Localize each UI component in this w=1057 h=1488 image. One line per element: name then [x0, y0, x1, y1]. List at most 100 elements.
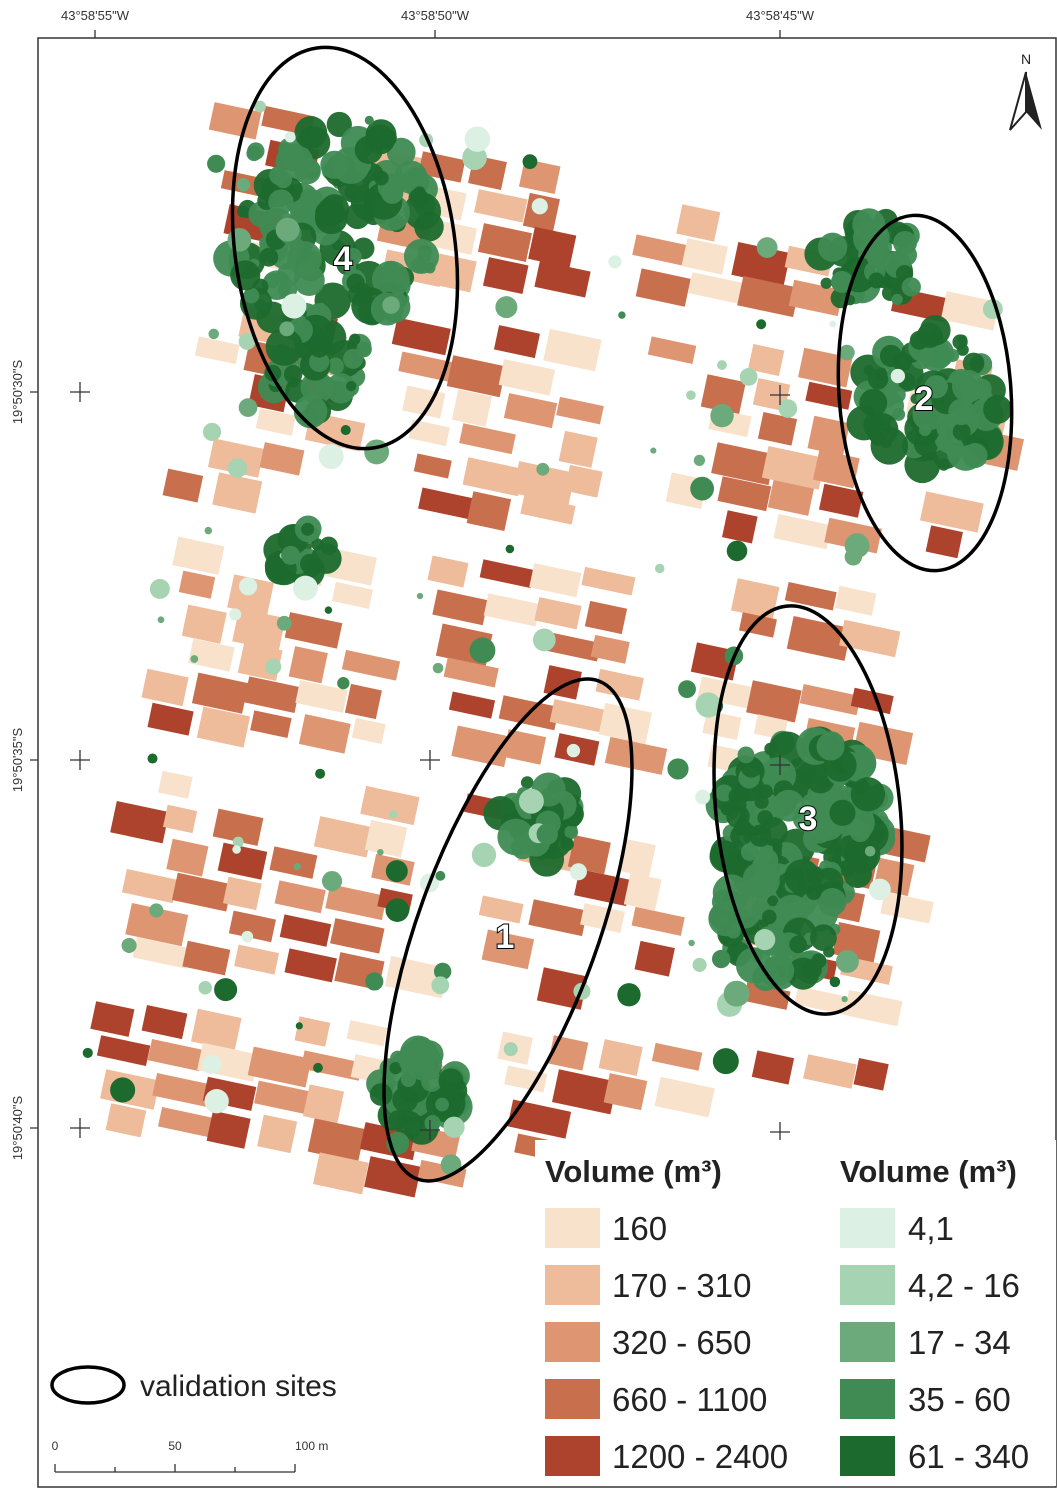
tree — [789, 936, 807, 954]
tree — [241, 931, 253, 943]
tree — [532, 198, 548, 214]
tree — [717, 360, 727, 370]
tree — [962, 443, 987, 468]
tree — [374, 171, 389, 186]
tree — [411, 258, 427, 274]
tree — [754, 929, 775, 950]
longitude-label: 43°58'55"W — [61, 8, 130, 23]
tree — [856, 854, 868, 866]
tree — [871, 431, 885, 445]
tree — [392, 1087, 418, 1113]
tree — [821, 278, 832, 289]
tree — [276, 218, 300, 242]
tree — [465, 126, 491, 152]
tree — [806, 866, 824, 884]
tree — [678, 680, 696, 698]
validation-legend-label: validation sites — [140, 1370, 337, 1403]
tree — [865, 846, 876, 857]
map: 43°58'55"W 43°58'50"W 43°58'45"W 19°50'3… — [0, 0, 1057, 1488]
tree — [277, 616, 292, 631]
legend-swatch — [840, 1322, 895, 1362]
tree — [952, 370, 984, 402]
tree — [268, 189, 293, 214]
tree — [506, 545, 515, 554]
tree — [712, 950, 730, 968]
tree — [880, 345, 902, 367]
tree — [818, 888, 846, 916]
tree — [207, 155, 225, 173]
tree — [293, 265, 324, 296]
tree — [431, 976, 449, 994]
tree — [158, 616, 165, 623]
scale-label: 50 — [168, 1439, 182, 1453]
tree — [910, 331, 929, 350]
tree — [237, 178, 250, 191]
tree — [417, 593, 423, 599]
tree — [755, 795, 769, 809]
tree — [686, 390, 696, 400]
tree — [269, 166, 288, 185]
tree — [341, 425, 351, 435]
tree — [818, 233, 847, 262]
tree — [829, 321, 836, 328]
tree — [866, 244, 891, 269]
tree — [309, 337, 330, 358]
tree — [868, 272, 884, 288]
legend-label: 320 - 650 — [612, 1324, 751, 1361]
tree — [693, 958, 707, 972]
site-label: 1 — [496, 918, 515, 956]
tree — [810, 924, 837, 951]
tree — [764, 743, 777, 756]
tree — [386, 898, 410, 922]
legend-label: 1200 - 2400 — [612, 1438, 788, 1475]
tree — [433, 663, 444, 674]
tree — [281, 546, 300, 565]
tree — [239, 577, 257, 595]
tree — [246, 146, 261, 161]
legend-title: Volume (m³) — [840, 1154, 1017, 1189]
tree — [438, 1068, 463, 1093]
tree — [319, 444, 344, 469]
tree — [564, 825, 578, 839]
tree — [435, 1098, 449, 1112]
tree — [279, 321, 294, 336]
tree — [356, 342, 372, 358]
longitude-label: 43°58'50"W — [401, 8, 470, 23]
tree — [208, 329, 219, 340]
tree — [919, 424, 931, 436]
tree — [650, 448, 656, 454]
tree — [724, 981, 750, 1007]
tree — [301, 523, 314, 536]
tree — [952, 334, 967, 349]
legend-label: 61 - 340 — [908, 1438, 1029, 1475]
tree — [317, 303, 325, 311]
legend-label: 4,2 - 16 — [908, 1267, 1020, 1304]
tree — [281, 294, 306, 319]
tree — [285, 132, 296, 143]
tree — [229, 608, 241, 620]
tree — [829, 800, 855, 826]
tree — [756, 319, 766, 329]
tree — [738, 746, 755, 763]
tree — [875, 368, 888, 381]
tree — [504, 1042, 518, 1056]
tree — [349, 334, 360, 345]
tree — [205, 527, 213, 535]
tree — [228, 458, 247, 477]
legend-background — [535, 1140, 1056, 1486]
tree — [710, 404, 733, 427]
tree — [370, 1083, 393, 1106]
tree — [470, 637, 496, 663]
tree — [110, 1077, 135, 1102]
tree — [655, 564, 664, 573]
tree — [232, 845, 241, 854]
tree — [764, 956, 794, 986]
tree — [560, 838, 573, 851]
legend-label: 17 - 34 — [908, 1324, 1011, 1361]
tree — [902, 277, 921, 296]
tree — [740, 368, 758, 386]
tree — [893, 231, 917, 255]
latitude-label: 19°50'30"S — [10, 360, 25, 425]
tree — [695, 790, 710, 805]
legend-label: 170 - 310 — [612, 1267, 751, 1304]
